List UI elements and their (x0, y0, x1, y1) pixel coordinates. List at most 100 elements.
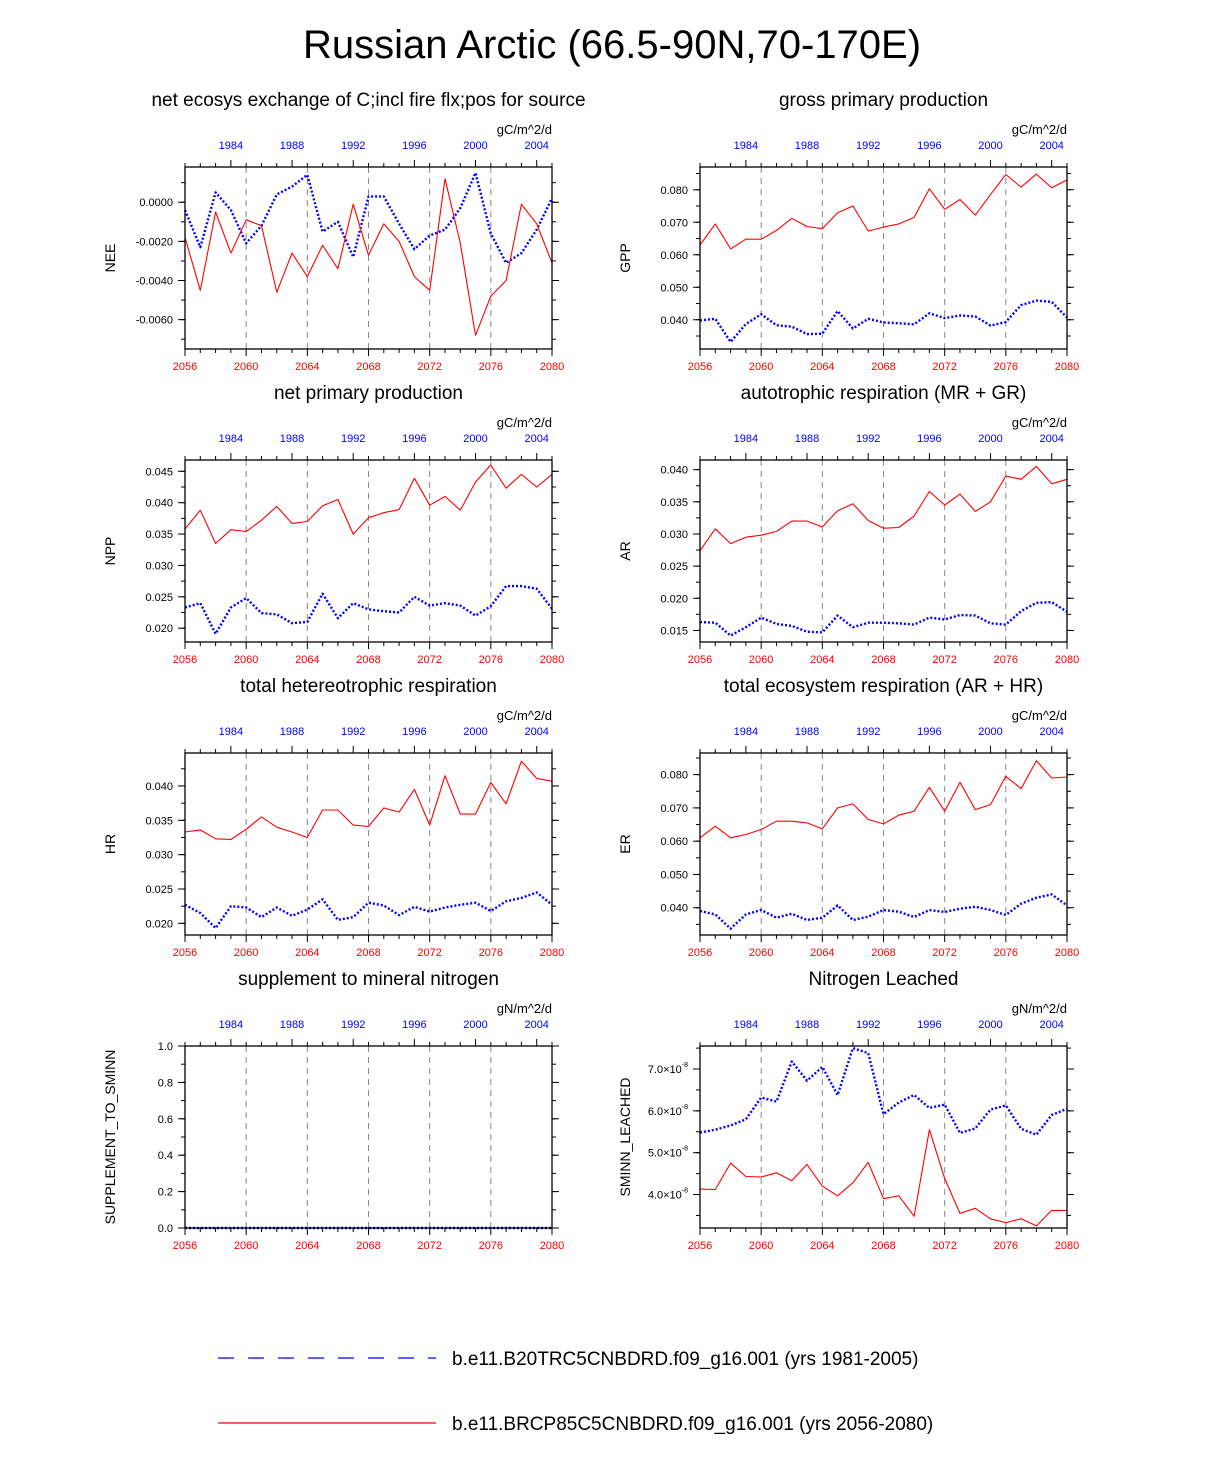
x-bottom-tick-label: 2060 (749, 1240, 773, 1252)
y-tick-label: 0.040 (145, 781, 173, 793)
series-line-future (699, 465, 1068, 552)
panel-3: net primary production gC/m^2/d NPP 2056 206… (102, 383, 564, 666)
x-bottom-tick-label: 2060 (749, 947, 773, 959)
x-bottom-tick-label: 2056 (688, 654, 712, 666)
panel-6: total ecosystem respiration (AR + HR) gC/… (617, 676, 1079, 959)
x-bottom-tick-label: 2080 (540, 1240, 564, 1252)
series-line-hist (699, 299, 1068, 344)
units-label: gC/m^2/d (497, 415, 552, 430)
x-top-tick-label: 2004 (1039, 1019, 1063, 1031)
x-top-tick-label: 1984 (219, 1019, 243, 1031)
x-bottom-tick-label: 2072 (932, 654, 956, 666)
x-bottom-tick-label: 2056 (688, 1240, 712, 1252)
x-bottom-tick-label: 2080 (1055, 1240, 1079, 1252)
panel-title: supplement to mineral nitrogen (238, 969, 499, 990)
x-top-tick-label: 1992 (856, 140, 880, 152)
x-bottom-tick-label: 2064 (295, 654, 319, 666)
panel-title: total ecosystem respiration (AR + HR) (724, 676, 1043, 697)
x-top-tick-label: 2004 (524, 1019, 548, 1031)
panel-title: gross primary production (779, 90, 988, 111)
x-bottom-tick-label: 2064 (810, 947, 834, 959)
y-tick-label: 0.0000 (139, 197, 173, 209)
x-top-tick-label: 1992 (341, 726, 365, 738)
x-bottom-tick-label: 2060 (749, 361, 773, 373)
y-tick-label: 0.8 (158, 1077, 173, 1089)
x-bottom-tick-label: 2056 (688, 947, 712, 959)
panel-title: total hetereotrophic respiration (240, 676, 497, 697)
y-tick-label: 0.030 (145, 560, 173, 572)
x-bottom-tick-label: 2072 (417, 1240, 441, 1252)
x-bottom-tick-label: 2072 (932, 1240, 956, 1252)
y-tick-label: 0.025 (660, 561, 688, 573)
panel-title: autotrophic respiration (MR + GR) (741, 383, 1027, 404)
x-bottom-tick-label: 2064 (295, 361, 319, 373)
x-top-tick-label: 2000 (978, 1019, 1002, 1031)
y-tick-label: 0.045 (145, 466, 173, 478)
x-bottom-tick-label: 2056 (688, 361, 712, 373)
y-axis-label: GPP (617, 243, 633, 273)
units-label: gC/m^2/d (1012, 708, 1067, 723)
x-bottom-tick-label: 2080 (540, 654, 564, 666)
y-axis-label: SMINN_LEACHED (617, 1077, 633, 1196)
x-top-tick-label: 2000 (978, 433, 1002, 445)
y-axis-label: NEE (102, 244, 118, 273)
legend: b.e11.B20TRC5CNBDRD.f09_g16.001 (yrs 198… (218, 1349, 933, 1435)
x-top-tick-label: 2004 (1039, 140, 1063, 152)
series-line-future (184, 178, 553, 336)
x-top-tick-label: 2004 (524, 433, 548, 445)
legend-hist-label: b.e11.B20TRC5CNBDRD.f09_g16.001 (yrs 198… (452, 1349, 918, 1370)
x-bottom-tick-label: 2068 (356, 947, 380, 959)
x-top-tick-label: 1996 (917, 726, 941, 738)
y-tick-label: -0.0060 (136, 315, 173, 327)
series-line-hist (699, 893, 1068, 930)
panel-7: supplement to mineral nitrogen gN/m^2/d SU… (102, 969, 564, 1252)
x-bottom-tick-label: 2068 (356, 654, 380, 666)
x-bottom-tick-label: 2068 (871, 361, 895, 373)
plot-frame (184, 166, 553, 350)
plot-frame (184, 459, 553, 643)
x-bottom-tick-label: 2060 (234, 947, 258, 959)
x-top-tick-label: 2000 (463, 140, 487, 152)
x-top-tick-label: 1988 (795, 433, 819, 445)
x-top-tick-label: 1992 (341, 140, 365, 152)
x-bottom-tick-label: 2076 (994, 1240, 1018, 1252)
x-bottom-tick-label: 2060 (234, 654, 258, 666)
panel-title: net primary production (274, 383, 463, 404)
x-top-tick-label: 2000 (463, 433, 487, 445)
x-top-tick-label: 1988 (795, 726, 819, 738)
y-tick-label: 0.050 (660, 869, 688, 881)
x-bottom-tick-label: 2072 (417, 361, 441, 373)
panels: net ecosys exchange of C;incl fire flx;p… (102, 90, 1079, 1252)
x-bottom-tick-label: 2060 (749, 654, 773, 666)
x-bottom-tick-label: 2076 (994, 361, 1018, 373)
y-tick-label: 0.6 (158, 1114, 173, 1126)
x-bottom-tick-label: 2076 (994, 947, 1018, 959)
x-bottom-tick-label: 2064 (810, 361, 834, 373)
x-top-tick-label: 1992 (856, 433, 880, 445)
y-tick-label: 0.070 (660, 217, 688, 229)
panel-title: net ecosys exchange of C;incl fire flx;p… (151, 90, 585, 111)
y-tick-label: 0.025 (145, 884, 173, 896)
x-bottom-tick-label: 2056 (173, 947, 197, 959)
units-label: gC/m^2/d (1012, 415, 1067, 430)
units-label: gC/m^2/d (497, 708, 552, 723)
series-line-hist (184, 891, 553, 930)
y-tick-label: 7.0×10-8 (648, 1062, 688, 1076)
legend-future-label: b.e11.BRCP85C5CNBDRD.f09_g16.001 (yrs 20… (452, 1414, 933, 1435)
y-tick-label: 0.070 (660, 803, 688, 815)
x-bottom-tick-label: 2068 (871, 654, 895, 666)
y-tick-label: 0.020 (145, 623, 173, 635)
x-top-tick-label: 1988 (280, 140, 304, 152)
panel-5: total hetereotrophic respirationgC/m^2/d… (102, 676, 564, 959)
x-top-tick-label: 1988 (795, 140, 819, 152)
plot-frame (699, 166, 1068, 350)
y-tick-label: 0.030 (660, 529, 688, 541)
y-tick-label: 1.0 (158, 1041, 173, 1053)
x-top-tick-label: 1996 (402, 433, 426, 445)
x-top-tick-label: 1988 (795, 1019, 819, 1031)
x-top-tick-label: 2000 (463, 726, 487, 738)
plot-frame (699, 752, 1068, 936)
x-top-tick-label: 1996 (917, 433, 941, 445)
x-bottom-tick-label: 2076 (994, 654, 1018, 666)
